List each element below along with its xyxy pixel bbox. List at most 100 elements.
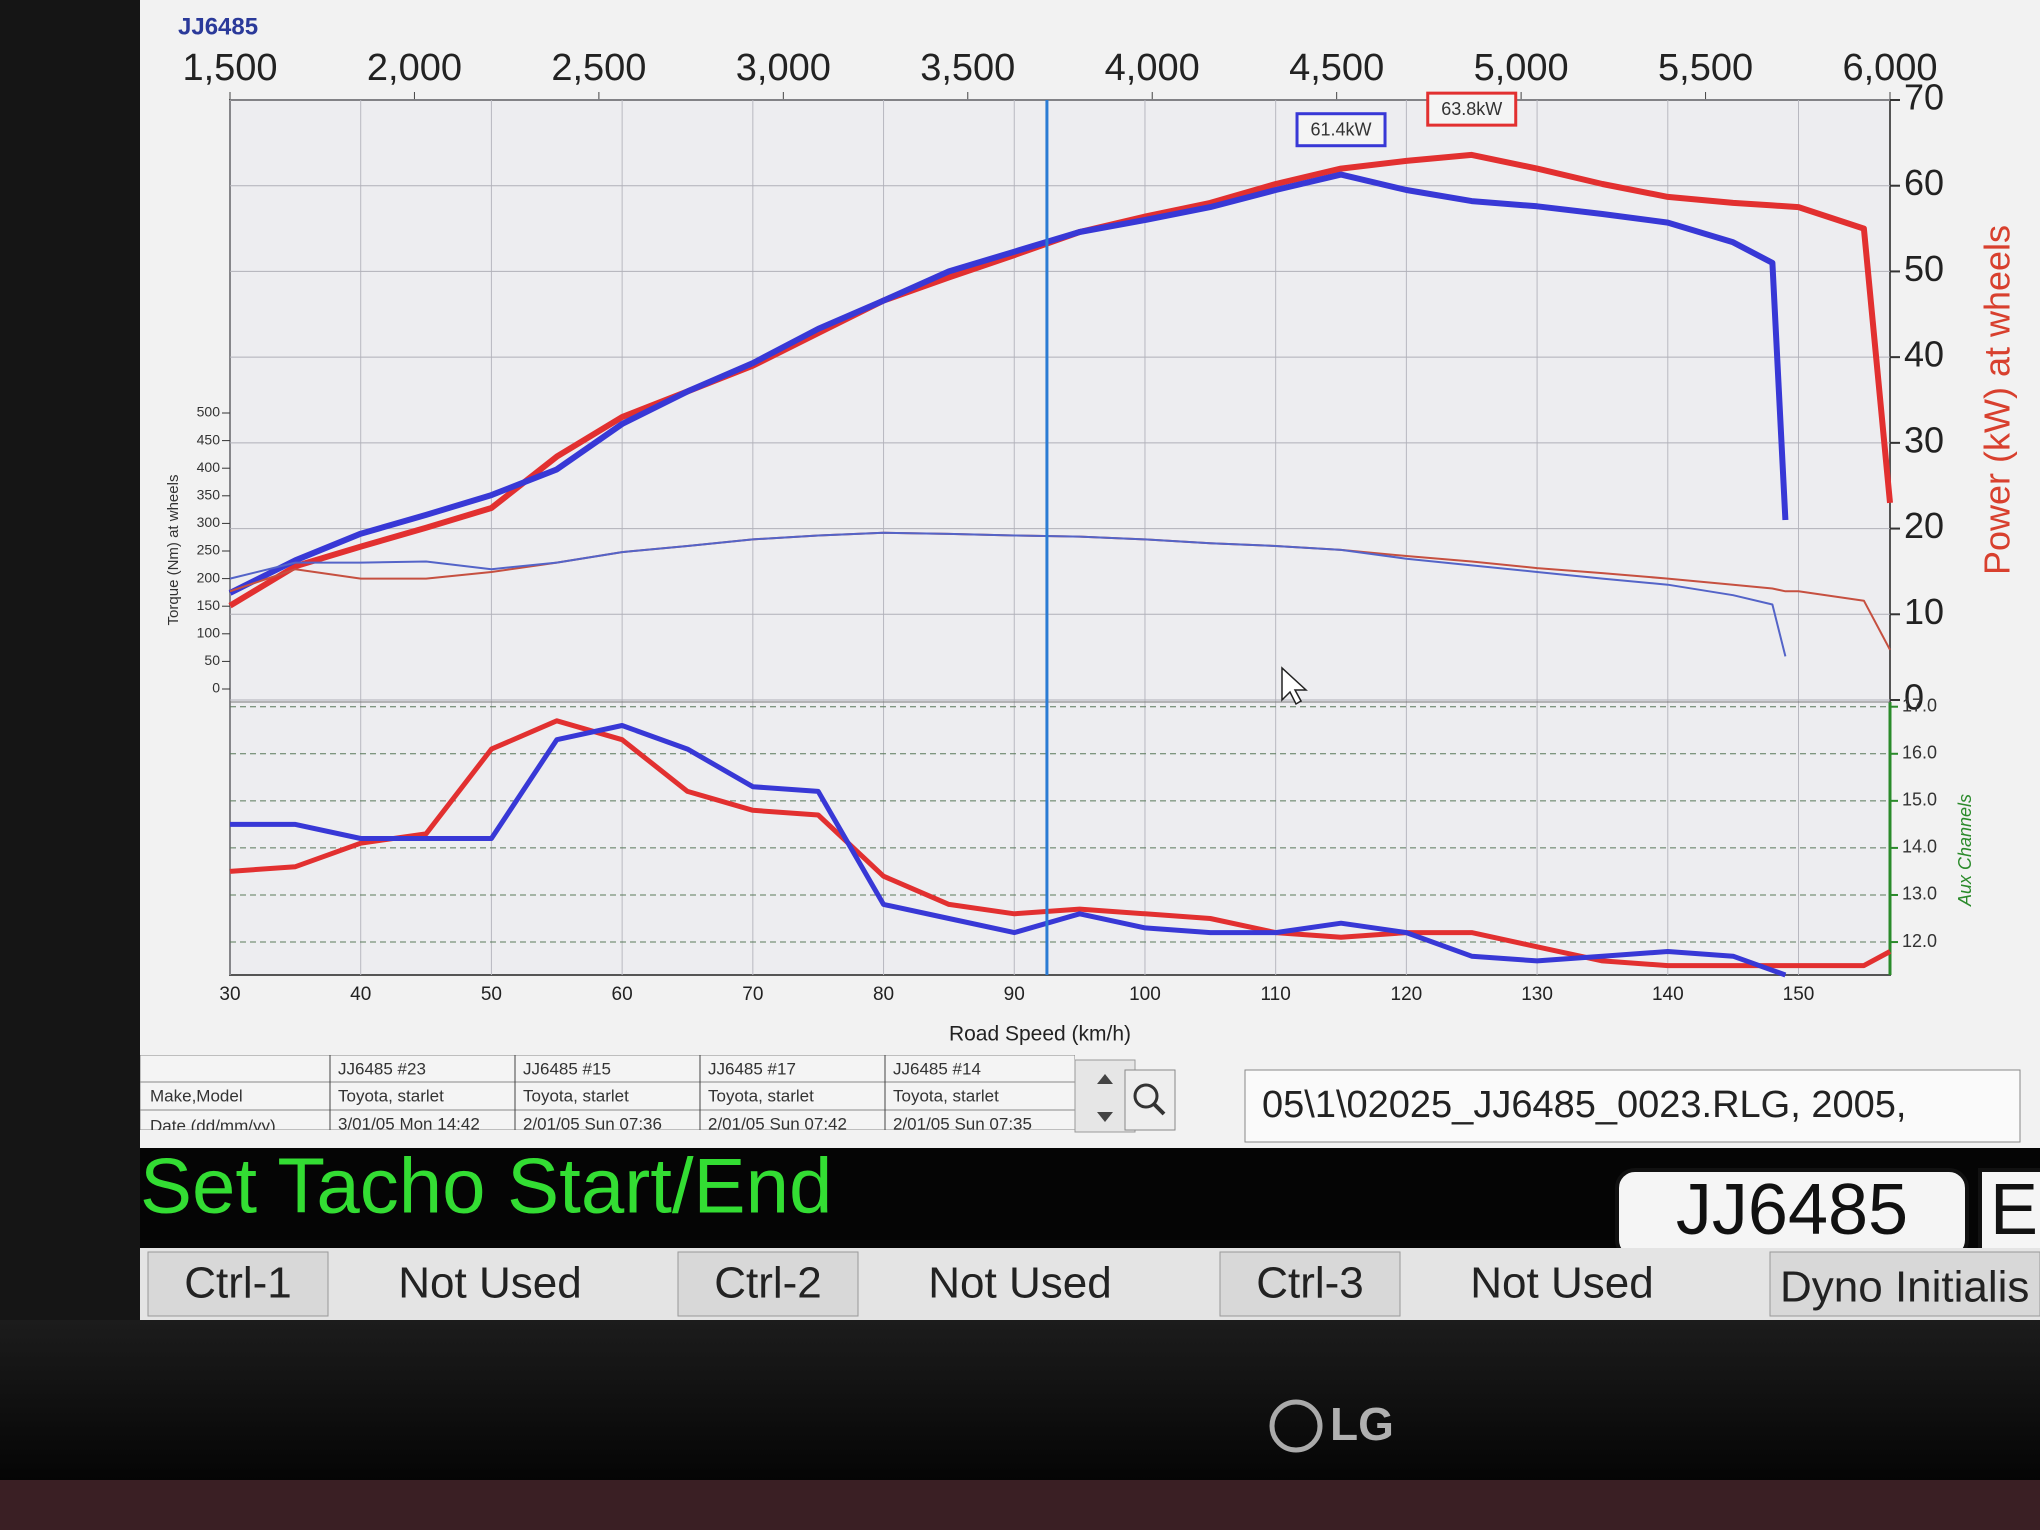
row-label: Date (dd/mm/yy) xyxy=(150,1116,276,1135)
function-key-action: Not Used xyxy=(1470,1259,1653,1308)
next-box xyxy=(1978,1168,2040,1260)
run-date: 2/01/05 Sun 07:35 xyxy=(893,1114,1032,1133)
run-date: 2/01/05 Sun 07:42 xyxy=(708,1114,847,1133)
x-tick-label: 60 xyxy=(612,984,633,1005)
run-make-model: Toyota, starlet xyxy=(338,1086,444,1105)
run-make-model: Toyota, starlet xyxy=(708,1086,814,1105)
zoom-icon xyxy=(1133,1083,1159,1109)
table-bg xyxy=(140,1055,1075,1130)
brand-logo xyxy=(1269,1399,1323,1453)
run-make-model: Toyota, starlet xyxy=(523,1086,629,1105)
x-tick-label: 80 xyxy=(873,984,894,1005)
power-tick-label: 70 xyxy=(1904,77,1944,118)
function-keys: Ctrl-1 Not Used Ctrl-2 Not Used Ctrl-3 Not Us… xyxy=(140,1248,2040,1320)
desk-edge xyxy=(0,1480,2040,1530)
torque-tick-label: 200 xyxy=(197,569,221,585)
torque-tick-label: 500 xyxy=(197,404,221,420)
x-tick-label: 150 xyxy=(1783,984,1815,1005)
function-key-label: Ctrl-2 xyxy=(714,1259,822,1308)
aux-tick-label: 14.0 xyxy=(1902,837,1937,857)
torque-tick-label: 0 xyxy=(212,680,220,696)
brand-name: LG xyxy=(1330,1398,1394,1450)
torque-tick-label: 450 xyxy=(197,431,221,447)
power-tick-label: 30 xyxy=(1904,419,1944,460)
bezel-bottom xyxy=(0,1320,2040,1480)
power-tick-label: 50 xyxy=(1904,248,1944,289)
x-tick-label: 90 xyxy=(1004,984,1025,1005)
torque-tick-label: 250 xyxy=(197,542,221,558)
series-line xyxy=(229,718,1892,969)
series-line xyxy=(228,151,1893,609)
rpm-tick-label: 5,500 xyxy=(1658,47,1753,89)
aux-tick-label: 12.0 xyxy=(1902,931,1937,951)
extra-key-label: Dyno Initialis xyxy=(1780,1263,2029,1312)
x-tick-label: 40 xyxy=(350,984,371,1005)
x-tick-label: 110 xyxy=(1261,984,1291,1005)
function-key-action: Not Used xyxy=(398,1259,581,1308)
rpm-tick-label: 6,000 xyxy=(1842,47,1937,89)
aux-tick-label: 13.0 xyxy=(1902,884,1937,904)
power-axis-title: Power (kW) at wheels xyxy=(1977,225,2018,575)
chart-title: JJ6485 xyxy=(178,13,258,40)
chart: JJ6485 Road Speed (km/h) Power (kW) at w… xyxy=(165,13,2018,1045)
aux-tick-label: 16.0 xyxy=(1902,743,1937,763)
run-header: JJ6485 #23 xyxy=(338,1059,426,1078)
run-header: JJ6485 #14 xyxy=(893,1059,981,1078)
x-tick-label: 100 xyxy=(1129,984,1161,1005)
plot-area xyxy=(229,99,1891,976)
x-tick-label: 140 xyxy=(1652,984,1684,1005)
x-tick-label: 50 xyxy=(481,984,502,1005)
run-make-model: Toyota, starlet xyxy=(893,1086,999,1105)
rpm-tick-label: 2,500 xyxy=(551,47,646,89)
aux-tick-label: 17.0 xyxy=(1902,695,1937,715)
function-key[interactable] xyxy=(677,1251,859,1317)
power-tick-label: 20 xyxy=(1904,505,1944,546)
x-tick-label: 130 xyxy=(1521,984,1553,1005)
run-header: JJ6485 #17 xyxy=(708,1059,796,1078)
rpm-tick-label: 1,500 xyxy=(182,47,277,89)
torque-tick-label: 100 xyxy=(197,625,221,641)
rpm-tick-label: 4,500 xyxy=(1289,47,1384,89)
annotation-box xyxy=(1295,112,1387,148)
zoom-button[interactable] xyxy=(1124,1069,1176,1131)
function-key-label: Ctrl-1 xyxy=(184,1259,292,1308)
function-key-label: Ctrl-3 xyxy=(1256,1259,1364,1308)
function-key[interactable] xyxy=(147,1251,329,1317)
power-tick-label: 0 xyxy=(1904,677,1924,718)
torque-tick-label: 350 xyxy=(197,487,221,503)
function-key[interactable] xyxy=(1769,1251,2040,1317)
function-key-bar xyxy=(140,1248,2040,1320)
torque-tick-label: 150 xyxy=(197,597,221,613)
scroll-up-arrow xyxy=(1097,1074,1113,1084)
next-label: E xyxy=(1990,1170,2038,1250)
rpm-tick-label: 2,000 xyxy=(367,47,462,89)
function-key-action: Not Used xyxy=(928,1259,1111,1308)
power-tick-label: 60 xyxy=(1904,162,1944,203)
annotation-box xyxy=(1426,91,1518,127)
torque-tick-label: 300 xyxy=(197,514,221,530)
run-date: 3/01/05 Mon 14:42 xyxy=(338,1114,480,1133)
power-tick-label: 40 xyxy=(1904,334,1944,375)
vehicle-id: JJ6485 xyxy=(1676,1170,1908,1250)
torque-axis-title: Torque (Nm) at wheels xyxy=(165,475,182,626)
rpm-tick-label: 5,000 xyxy=(1474,47,1569,89)
function-key[interactable] xyxy=(1219,1251,1401,1317)
x-tick-label: 70 xyxy=(742,984,763,1005)
x-axis-title: Road Speed (km/h) xyxy=(949,1023,1131,1046)
x-tick-label: 120 xyxy=(1391,984,1423,1005)
file-info: 05\1\02025_JJ6485_0023.RLG, 2005, xyxy=(1262,1084,1906,1126)
runs-table: Make,Model Date (dd/mm/yy) JJ6485 #23 Toyot… xyxy=(140,1055,1075,1135)
torque-tick-label: 50 xyxy=(204,652,220,668)
file-field[interactable] xyxy=(1244,1069,2021,1143)
x-tick-label: 30 xyxy=(219,984,240,1005)
mouse-pointer xyxy=(1281,666,1308,706)
annotation-label: 63.8kW xyxy=(1441,99,1502,119)
annotation-label: 61.4kW xyxy=(1311,119,1372,139)
aux-axis-title: Aux Channels xyxy=(1955,794,1975,907)
row-label: Make,Model xyxy=(150,1086,243,1105)
run-header: JJ6485 #15 xyxy=(523,1059,611,1078)
torque-tick-label: 400 xyxy=(197,459,221,475)
aux-tick-label: 15.0 xyxy=(1902,790,1937,810)
